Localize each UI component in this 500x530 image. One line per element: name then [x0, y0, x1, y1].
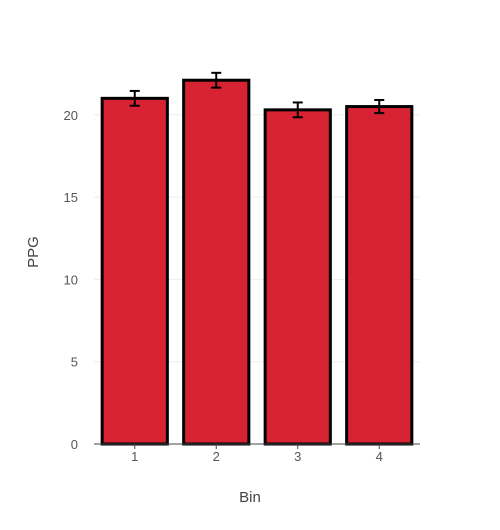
bar-1 — [100, 96, 169, 446]
bar-4 — [345, 105, 414, 446]
x-axis-label: Bin — [239, 489, 261, 506]
x-tick-label: 4 — [376, 449, 383, 464]
error-bars — [129, 71, 385, 119]
y-tick-label: 5 — [71, 355, 78, 370]
y-tick-label: 15 — [64, 190, 78, 205]
x-tick-label: 3 — [294, 449, 301, 464]
y-tick-label: 0 — [71, 437, 78, 452]
x-tick-labels: 1 2 3 4 — [131, 449, 383, 464]
bar-3 — [263, 108, 332, 446]
bar-2 — [182, 78, 251, 446]
y-tick-labels: 0 5 10 15 20 — [64, 108, 78, 452]
x-tick-label: 1 — [131, 449, 138, 464]
axes — [94, 443, 420, 449]
y-axis-label: PPG — [25, 236, 42, 268]
bars — [100, 78, 414, 446]
y-tick-label: 20 — [64, 108, 78, 123]
y-tick-label: 10 — [64, 272, 78, 287]
x-tick-label: 2 — [213, 449, 220, 464]
